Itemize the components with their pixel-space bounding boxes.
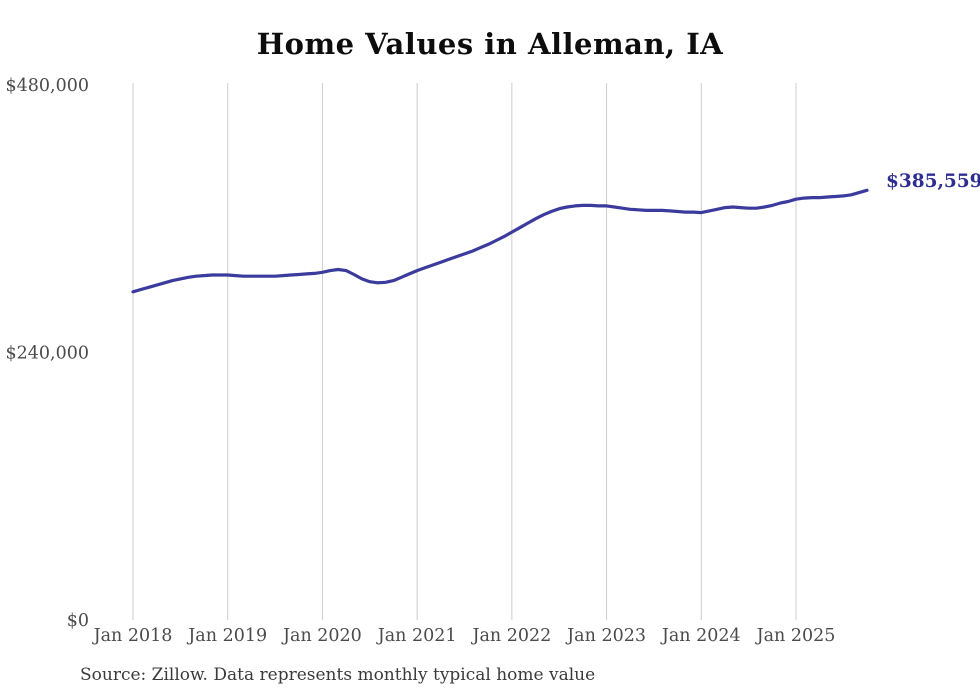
x-tick-label: Jan 2025 xyxy=(755,626,836,646)
x-tick-label: Jan 2019 xyxy=(186,626,267,646)
latest-value-label: $385,559 xyxy=(886,171,980,192)
source-note: Source: Zillow. Data represents monthly … xyxy=(80,665,596,685)
x-tick-label: Jan 2021 xyxy=(376,626,457,646)
x-tick-label: Jan 2023 xyxy=(565,626,646,646)
value-line xyxy=(131,188,869,294)
x-tick-label: Jan 2024 xyxy=(660,626,741,646)
y-tick-label: $0 xyxy=(67,611,89,631)
chart-title: Home Values in Alleman, IA xyxy=(256,27,724,61)
x-tick-label: Jan 2018 xyxy=(92,626,173,646)
x-tick-label: Jan 2020 xyxy=(281,626,362,646)
x-tick-label: Jan 2022 xyxy=(470,626,551,646)
y-tick-label: $480,000 xyxy=(5,76,89,96)
y-tick-label: $240,000 xyxy=(5,344,89,364)
